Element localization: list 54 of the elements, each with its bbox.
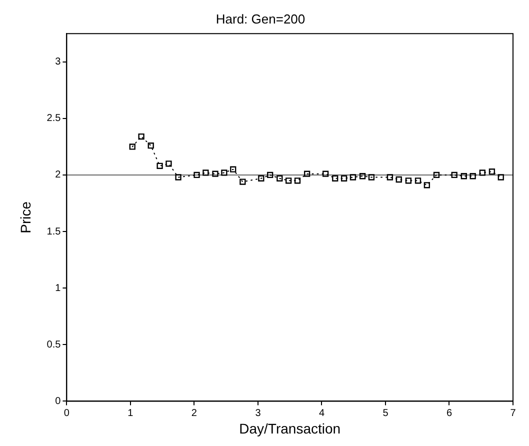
point — [267, 172, 274, 178]
chart-title: Hard: Gen=200 — [216, 11, 306, 26]
point — [368, 174, 375, 180]
point — [286, 178, 292, 184]
point — [350, 174, 356, 180]
point — [258, 175, 264, 182]
point — [240, 178, 246, 185]
y-tick-label: 1 — [55, 282, 62, 294]
y-tick-label: 3 — [55, 56, 62, 68]
point — [359, 173, 366, 180]
point — [322, 170, 329, 177]
point — [470, 173, 476, 180]
point — [479, 170, 486, 176]
point — [148, 142, 154, 149]
point — [424, 182, 430, 188]
point — [276, 175, 283, 182]
x-tick-label: 0 — [64, 408, 70, 419]
x-tick-label: 7 — [510, 408, 516, 419]
x-tick-label: 4 — [318, 408, 325, 419]
point — [230, 166, 236, 172]
y-tick-label: 0.5 — [46, 339, 62, 350]
point — [433, 172, 440, 178]
point — [166, 160, 172, 167]
x-tick-label: 5 — [382, 408, 389, 419]
point — [129, 144, 136, 150]
point — [460, 173, 467, 180]
point — [212, 170, 218, 177]
point — [386, 174, 394, 180]
y-tick-label: 2.5 — [46, 113, 62, 124]
y-tick-label: 0 — [55, 396, 62, 407]
point — [156, 162, 163, 170]
point — [332, 175, 338, 182]
point — [498, 174, 504, 180]
point — [414, 178, 422, 184]
y-tick-label: 2 — [55, 170, 62, 181]
point — [340, 175, 348, 182]
point — [396, 176, 402, 183]
x-tick-label: 6 — [446, 408, 452, 419]
point — [294, 178, 301, 184]
point — [488, 168, 496, 175]
y-tick-label: 1.5 — [46, 226, 62, 238]
x-axis-title: Day/Transaction — [239, 420, 341, 436]
x-tick-label: 3 — [255, 408, 262, 419]
x-tick-label: 2 — [191, 408, 198, 419]
point — [202, 170, 209, 176]
point — [221, 170, 228, 176]
point — [194, 172, 200, 178]
y-axis-title: Price — [17, 201, 34, 234]
point — [138, 133, 144, 140]
point — [175, 174, 182, 180]
x-tick-label: 1 — [128, 408, 134, 419]
point — [451, 172, 458, 178]
point — [405, 178, 412, 184]
point — [304, 170, 310, 177]
